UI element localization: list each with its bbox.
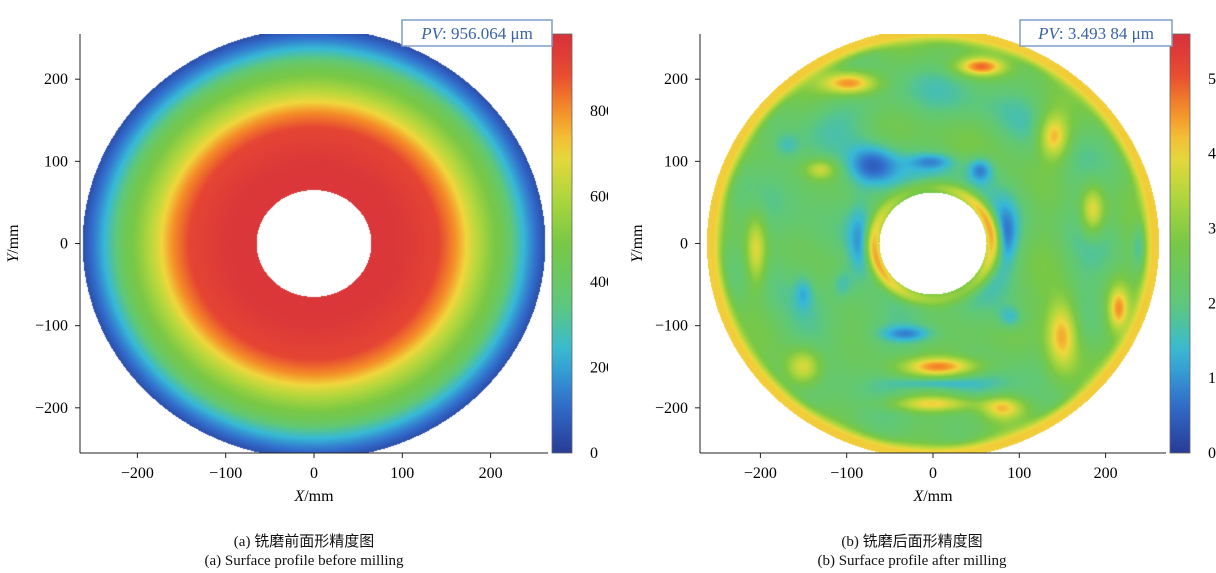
y-tick-label: 200 <box>664 71 688 88</box>
x-tick-label: −200 <box>121 465 154 482</box>
colorbar-tick-label: 5 <box>1208 71 1216 88</box>
heatmap-disk <box>700 34 1166 453</box>
x-tick-label: 200 <box>479 465 503 482</box>
pv-annotation: PV: 3.493 84 μm <box>1037 24 1154 43</box>
caption-cn-b: (b) 铣磨后面形精度图 <box>841 534 983 550</box>
y-tick-label: 100 <box>44 153 68 170</box>
y-axis-label: Y/mm <box>5 224 22 263</box>
caption-en-a: (a) Surface profile before milling <box>204 553 404 569</box>
x-tick-label: 0 <box>310 465 318 482</box>
x-tick-label: −200 <box>744 465 777 482</box>
chart-b: −200 −100 0 100 200 −200 −100 0 100 200 X/mm Y/mm 0 1… <box>629 19 1216 505</box>
y-tick-label: −200 <box>35 400 68 417</box>
colorbar <box>551 33 573 454</box>
y-tick-label: 100 <box>664 153 688 170</box>
figure-panel-a: −200 −100 0 100 200 −200 −100 0 100 200 X/mm Y/mm 0 2… <box>5 19 614 569</box>
colorbar-tick-label: 800 <box>590 103 608 120</box>
pv-annotation-box <box>1019 19 1173 47</box>
pv-annotation-box <box>401 19 553 47</box>
y-tick-label: 0 <box>60 236 68 253</box>
colorbar-tick-label: 1 <box>1208 370 1216 387</box>
y-tick-label: 0 <box>680 236 688 253</box>
colorbar-tick-label: 200 <box>590 359 608 376</box>
x-axis-label: X/mm <box>912 488 953 505</box>
x-tick-label: 200 <box>1094 465 1118 482</box>
pv-annotation: PV: 956.064 μm <box>420 24 533 43</box>
colorbar-tick-label: 600 <box>590 188 608 205</box>
x-tick-label: −100 <box>830 465 863 482</box>
y-axis-label: Y/mm <box>629 224 646 263</box>
heatmap-disk <box>80 34 548 453</box>
colorbar-tick-label: 4 <box>1208 146 1216 163</box>
colorbar-tick-label: 2 <box>1208 295 1216 312</box>
x-tick-label: 100 <box>1007 465 1031 482</box>
y-tick-label: −200 <box>655 400 688 417</box>
caption-en-b: (b) Surface profile after milling <box>817 553 1007 569</box>
x-tick-label: −100 <box>209 465 242 482</box>
x-tick-label: 0 <box>929 465 937 482</box>
caption-cn-a: (a) 铣磨前面形精度图 <box>233 534 375 550</box>
colorbar-tick-label: 400 <box>590 274 608 291</box>
y-tick-label: −100 <box>35 318 68 335</box>
colorbar-tick-label: 0 <box>590 445 598 462</box>
figure-panel-b: −200 −100 0 100 200 −200 −100 0 100 200 X/mm Y/mm 0 1… <box>608 0 1216 573</box>
chart-a: −200 −100 0 100 200 −200 −100 0 100 200 X/mm Y/mm 0 2… <box>5 19 614 505</box>
colorbar-tick-label: 0 <box>1208 445 1216 462</box>
colorbar <box>1169 33 1191 454</box>
y-tick-label: 200 <box>44 71 68 88</box>
colorbar-tick-label: 3 <box>1208 221 1216 238</box>
y-tick-label: −100 <box>655 318 688 335</box>
x-axis-label: X/mm <box>293 488 334 505</box>
x-tick-label: 100 <box>390 465 414 482</box>
